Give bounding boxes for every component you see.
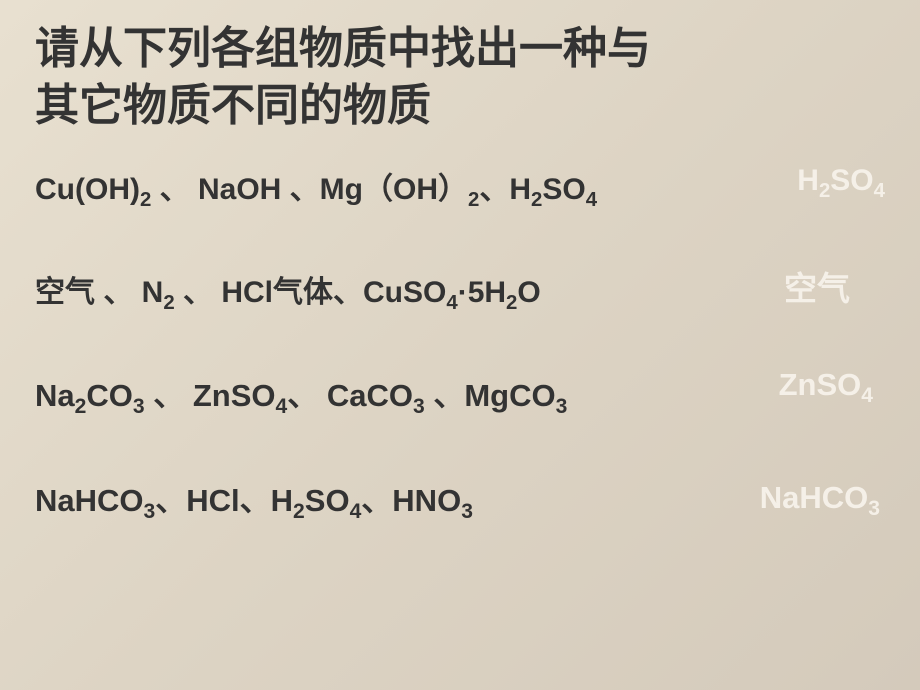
question-text: Na2CO3 、 ZnSO4、 CaCO3 、MgCO3 [35,378,567,413]
answer-text: 空气 [784,262,850,310]
question-text: Cu(OH)2 、 NaOH 、Mg（OH）2、H2SO4 [35,173,597,206]
answer-text: NaHCO3 [760,480,880,521]
question-rows: Cu(OH)2 、 NaOH 、Mg（OH）2、H2SO4 H2SO4 空气 、… [35,164,885,523]
question-row: Na2CO3 、 ZnSO4、 CaCO3 、MgCO3 ZnSO4 [35,370,885,419]
question-text: NaHCO3、HCl、H2SO4、HNO3 [35,483,473,518]
title-line-1: 请从下列各组物质中找出一种与 [35,20,885,77]
answer-text: H2SO4 [797,164,885,203]
question-text: 空气 、 N2 、 HCl气体、CuSO4·5H2O [35,276,541,309]
question-row: Cu(OH)2 、 NaOH 、Mg（OH）2、H2SO4 H2SO4 [35,164,885,212]
answer-text: ZnSO4 [779,367,873,408]
slide-title: 请从下列各组物质中找出一种与 其它物质不同的物质 [35,20,885,134]
question-row: NaHCO3、HCl、H2SO4、HNO3 NaHCO3 [35,475,885,524]
title-line-2: 其它物质不同的物质 [35,77,885,134]
question-row: 空气 、 N2 、 HCl气体、CuSO4·5H2O 空气 [35,267,885,315]
